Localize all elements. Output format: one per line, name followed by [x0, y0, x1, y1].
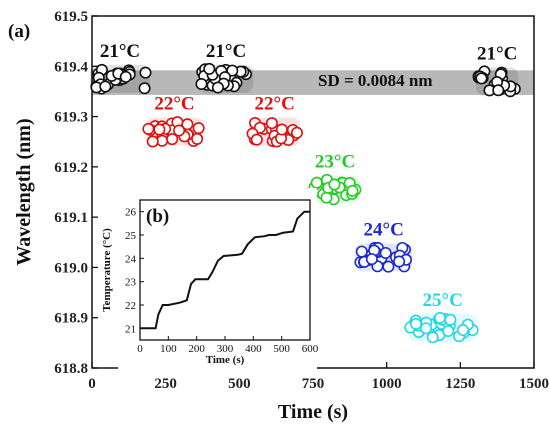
inset-y-tick-label: 21: [125, 323, 136, 335]
temperature-label: 21°C: [206, 41, 246, 62]
data-point: [146, 135, 159, 148]
data-point: [250, 133, 263, 146]
temperature-label: 24°C: [364, 219, 404, 240]
x-tick-label: 750: [302, 376, 325, 392]
x-tick-label: 500: [228, 376, 251, 392]
data-point: [346, 184, 359, 197]
data-point: [365, 253, 378, 266]
inset-y-tick-label: 24: [125, 253, 137, 265]
data-point: [153, 123, 166, 136]
y-tick-label: 619.5: [54, 9, 88, 25]
sd-label: SD = 0.0084 nm: [318, 71, 433, 90]
data-point: [138, 82, 151, 95]
data-point: [99, 80, 112, 93]
data-point: [320, 191, 333, 204]
inset-axis-ticks: 0 100 200 300 400 500 600 21 22 23 24 25 26: [125, 207, 319, 355]
data-point: [433, 311, 446, 324]
temperature-labels: 21°C 22°C 21°C 22°C 23°C 24°C 25°C 21°C: [100, 41, 518, 311]
data-point: [328, 178, 341, 191]
temperature-label: 23°C: [315, 151, 355, 172]
data-point: [444, 313, 457, 326]
x-axis-title: Time (s): [278, 401, 348, 423]
inset-x-tick-label: 0: [137, 343, 143, 355]
data-point: [419, 322, 432, 335]
data-point: [426, 331, 439, 344]
data-point: [142, 122, 155, 135]
x-tick-label: 1000: [372, 376, 402, 392]
data-point: [265, 117, 278, 130]
inset-x-tick-label: 400: [245, 343, 262, 355]
data-point: [166, 133, 179, 146]
data-point: [310, 176, 323, 189]
data-point: [192, 122, 205, 135]
y-tick-label: 619.0: [54, 260, 88, 276]
inset-x-tick-label: 500: [273, 343, 290, 355]
data-point: [393, 255, 406, 268]
sd-band: [92, 70, 534, 95]
inset-y-axis-title: Temperature (°C): [101, 228, 113, 312]
data-points: [90, 62, 521, 344]
temperature-label: 21°C: [100, 41, 140, 62]
temperature-label: 22°C: [154, 94, 194, 115]
data-point: [475, 72, 488, 85]
data-point: [173, 124, 186, 137]
data-point: [195, 77, 208, 90]
x-tick-label: 1500: [519, 376, 549, 392]
data-point: [492, 84, 505, 97]
data-point: [275, 123, 288, 136]
y-tick-label: 619.2: [54, 160, 88, 176]
y-tick-label: 618.8: [54, 361, 88, 377]
inset-y-tick-label: 22: [125, 300, 136, 312]
y-axis-title: Wavelength (nm): [13, 118, 35, 265]
data-point: [191, 132, 204, 145]
panel-b-label: (b): [146, 206, 169, 227]
temperature-label: 21°C: [477, 43, 517, 64]
inset-x-tick-label: 100: [160, 343, 177, 355]
y-tick-label: 618.9: [54, 311, 88, 327]
data-point: [203, 62, 216, 75]
inset-y-tick-label: 25: [125, 230, 137, 242]
y-tick-label: 619.3: [54, 110, 88, 126]
temperature-label: 22°C: [255, 94, 295, 115]
x-tick-label: 250: [154, 376, 177, 392]
x-tick-label: 1250: [445, 376, 475, 392]
data-point: [355, 245, 368, 258]
y-tick-label: 619.1: [54, 210, 88, 226]
inset-x-tick-label: 600: [302, 343, 319, 355]
data-point: [442, 324, 455, 337]
temperature-label: 25°C: [422, 290, 462, 311]
data-point: [409, 317, 422, 330]
data-point: [211, 81, 224, 94]
inset-x-tick-label: 200: [188, 343, 205, 355]
inset-x-axis-title: Time (s): [206, 354, 245, 366]
data-point: [119, 70, 132, 83]
data-point: [382, 260, 395, 273]
data-point: [379, 246, 392, 259]
x-tick-label: 0: [88, 376, 96, 392]
main-axis-ticks: 0 250 500 750 1000 1250 1500618.8618.9619.0619…: [54, 9, 549, 392]
temperature-series-line: [140, 210, 310, 330]
inset-y-tick-label: 26: [125, 207, 137, 219]
data-point: [457, 324, 470, 337]
inset-x-tick-label: 300: [217, 343, 234, 355]
y-tick-label: 619.4: [54, 59, 88, 75]
inset-y-tick-label: 23: [125, 277, 137, 289]
data-point: [139, 66, 152, 79]
data-point: [290, 126, 303, 139]
panel-a-label: (a): [8, 21, 30, 42]
